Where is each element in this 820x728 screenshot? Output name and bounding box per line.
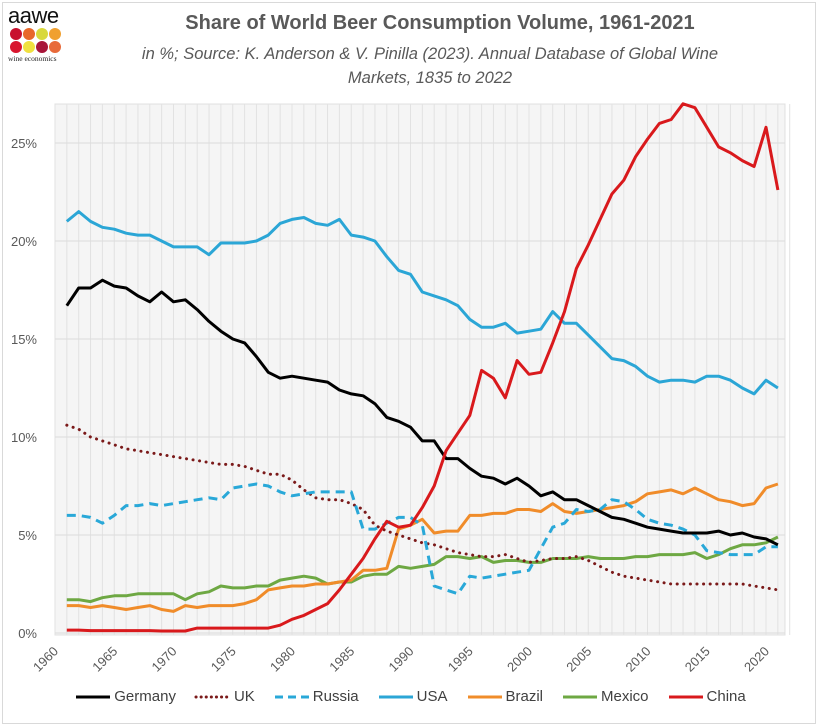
- y-axis-tick-labels: 0% 5% 10% 15% 20% 25%: [11, 136, 37, 641]
- logo-dot: [36, 28, 48, 40]
- legend-label: Germany: [114, 688, 176, 705]
- series-line-germany: [65, 278, 779, 547]
- logo-dot: [49, 28, 61, 40]
- series-line-usa: [65, 210, 779, 396]
- logo-text: aawe: [8, 3, 59, 28]
- chart-title: Share of World Beer Consumption Volume, …: [185, 12, 695, 34]
- legend-swatch: [194, 695, 232, 698]
- gridlines: [54, 104, 791, 635]
- chart-legend: Germany UK Russia USA Brazil Mexico China: [0, 688, 820, 705]
- series-line-russia: [66, 482, 778, 596]
- series-line-brazil: [66, 482, 779, 613]
- logo-dot: [10, 28, 22, 40]
- x-tick-label: 1995: [445, 644, 476, 675]
- series-lines: [65, 102, 780, 633]
- logo-dot: [23, 28, 35, 40]
- legend-label: Russia: [312, 688, 359, 705]
- legend-swatch: [378, 695, 413, 698]
- x-tick-label: 2020: [741, 644, 772, 675]
- y-tick-label: 10%: [11, 430, 37, 445]
- legend-label: Brazil: [505, 688, 544, 705]
- x-tick-label: 1990: [386, 644, 417, 675]
- chart-subtitle: in %; Source: K. Anderson & V. Pinilla (…: [110, 42, 750, 90]
- series-line-mexico: [66, 535, 779, 604]
- y-tick-label: 25%: [11, 136, 37, 151]
- legend-item-germany: Germany: [74, 688, 176, 705]
- legend-label: UK: [233, 688, 255, 705]
- x-tick-label: 2015: [682, 644, 713, 675]
- plot-area: [54, 103, 786, 636]
- logo-dot: [23, 41, 35, 53]
- legend-item-usa: USA: [377, 688, 448, 705]
- subtitle-line-1: in %; Source: K. Anderson & V. Pinilla (…: [141, 45, 719, 63]
- x-tick-label: 2000: [504, 644, 535, 675]
- x-tick-label: 1965: [89, 644, 120, 675]
- x-tick-label: 2005: [563, 644, 594, 675]
- logo-dot: [10, 41, 22, 53]
- legend-item-china: China: [667, 688, 746, 705]
- legend-label: USA: [416, 688, 448, 705]
- series-line-china: [66, 102, 780, 633]
- logo-dots: [10, 28, 62, 54]
- legend-label: China: [706, 688, 746, 705]
- legend-item-brazil: Brazil: [466, 688, 544, 705]
- y-tick-label: 5%: [18, 528, 37, 543]
- x-tick-label: 1970: [149, 644, 180, 675]
- legend-swatch: [668, 695, 703, 698]
- x-tick-label: 1985: [326, 644, 357, 675]
- x-axis-tick-labels: 1960 1965 1970 1975 1980 1985 1990 1995 2000 2005…: [30, 644, 772, 675]
- subtitle-line-2: Markets, 1835 to 2022: [347, 69, 513, 87]
- logo-dot: [36, 41, 48, 53]
- logo-subtext: wine economics: [8, 54, 57, 63]
- aawe-logo: aawe wine economics: [8, 3, 64, 64]
- legend-label: Mexico: [601, 688, 649, 705]
- legend-swatch: [563, 695, 598, 698]
- x-tick-label: 1975: [208, 644, 239, 675]
- legend-item-russia: Russia: [273, 688, 359, 705]
- y-tick-label: 15%: [11, 332, 37, 347]
- legend-swatch: [274, 695, 309, 698]
- y-tick-label: 0%: [18, 626, 37, 641]
- legend-swatch: [76, 695, 111, 698]
- legend-item-mexico: Mexico: [561, 688, 649, 705]
- series-line-uk: [65, 423, 780, 592]
- legend-swatch: [467, 695, 502, 698]
- legend-item-uk: UK: [194, 688, 255, 705]
- x-tick-label: 2010: [623, 644, 654, 675]
- logo-dot: [49, 41, 61, 53]
- x-tick-label: 1960: [30, 644, 61, 675]
- x-tick-label: 1980: [267, 644, 298, 675]
- y-tick-label: 20%: [11, 234, 37, 249]
